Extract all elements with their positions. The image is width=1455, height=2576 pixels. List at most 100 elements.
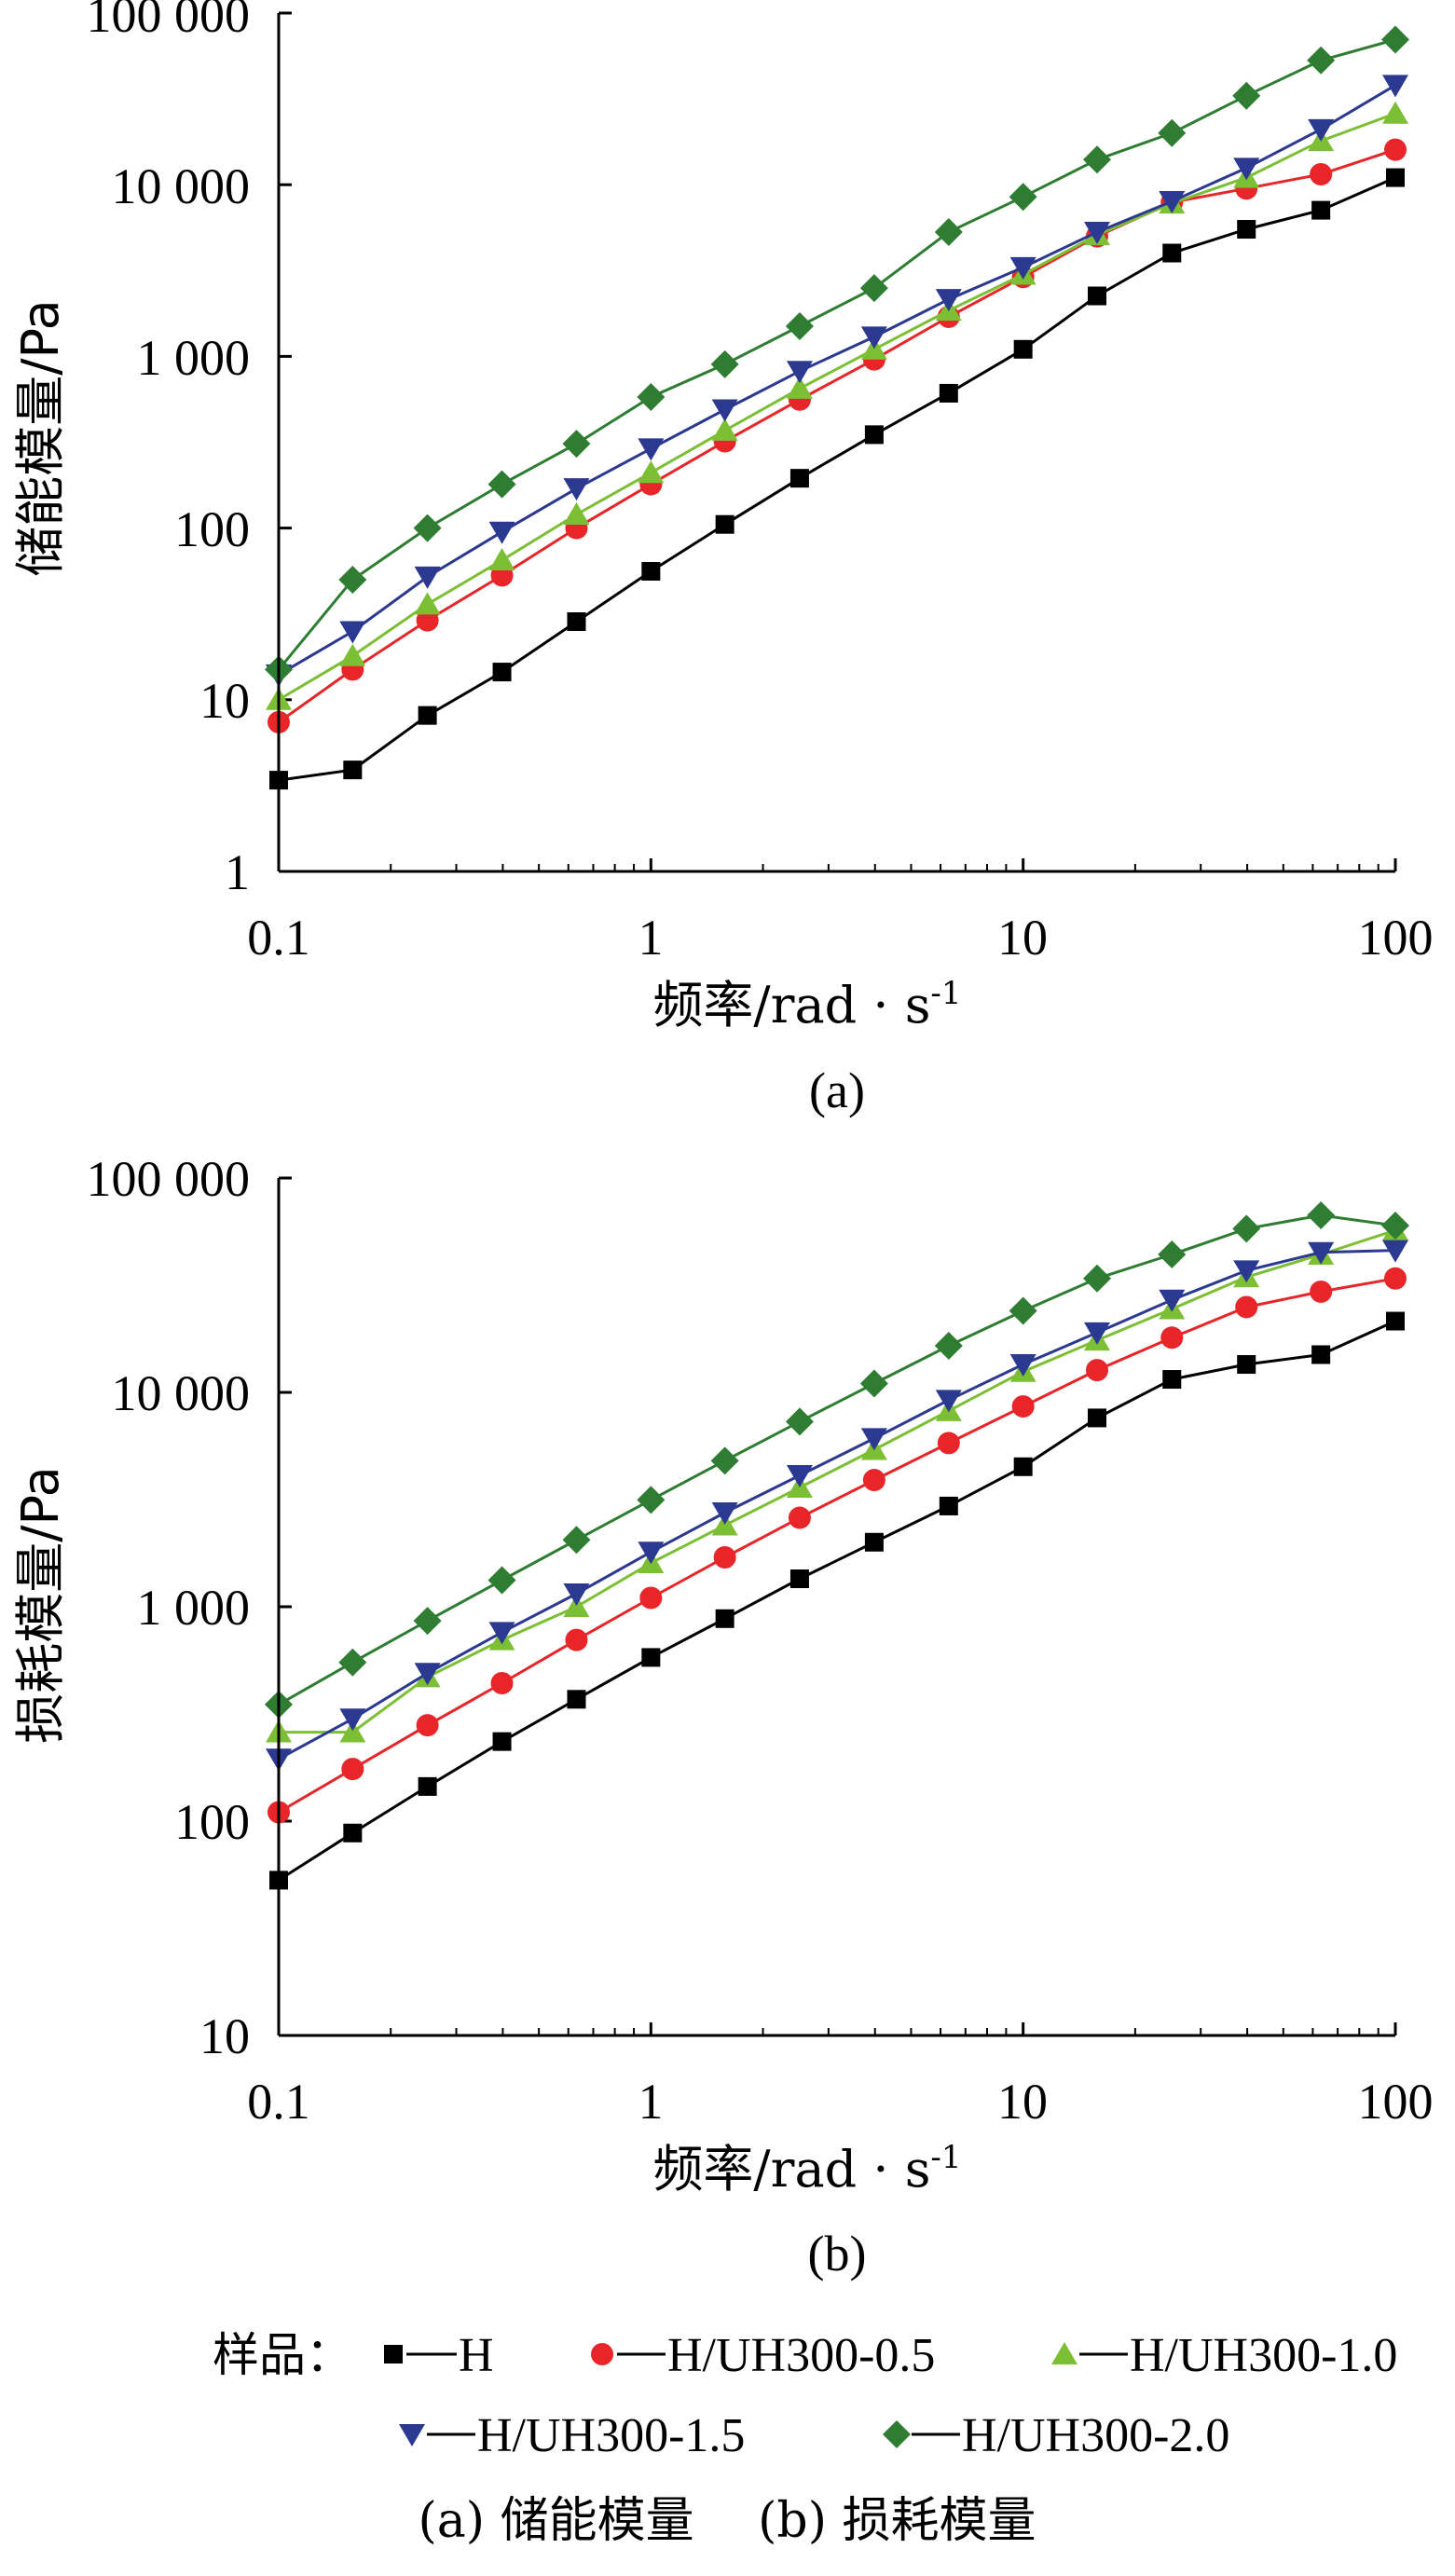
legend-marker-shape: [591, 2343, 613, 2365]
data-point-h-uh300-2-0: [1307, 46, 1336, 75]
data-point-h: [492, 1732, 512, 1751]
panel-b-y-tick-label: 100 000: [87, 1151, 251, 1207]
series-h-uh300-0-5: [268, 138, 1407, 733]
data-point-h-uh300-0-5: [639, 1586, 663, 1610]
series-line-h-uh300-1-0: [278, 112, 1396, 702]
legend-item-h-uh300-1-0: H/UH300-1.0: [1051, 2329, 1397, 2382]
data-point-h: [939, 383, 958, 403]
data-point-h-uh300-0-5: [713, 1545, 736, 1569]
panel-a-label: (a): [809, 1062, 865, 1118]
data-point-h-uh300-2-0: [785, 311, 814, 340]
data-point-h-uh300-1-5: [1308, 118, 1335, 142]
data-point-h-uh300-2-0: [562, 430, 591, 459]
panel-b-y-tick-label: 10 000: [112, 1365, 251, 1421]
panel-b-tick-marks: [277, 1176, 1397, 2037]
data-point-h-uh300-2-0: [710, 1446, 739, 1475]
series-line-h-uh300-2-0: [277, 38, 1396, 671]
series-line-h-uh300-0-5: [278, 148, 1396, 724]
data-point-h: [789, 1569, 809, 1589]
data-point-h: [1386, 1311, 1405, 1331]
data-point-h-uh300-2-0: [562, 1526, 591, 1555]
legend-marker-triangle-up: [1051, 2342, 1078, 2364]
legend-item-h-uh300-0-5: H/UH300-0.5: [591, 2329, 935, 2382]
data-point-h-uh300-1-5: [488, 1622, 515, 1645]
panel-a-y-tick-label: 10: [199, 673, 250, 729]
data-point-h-uh300-1-5: [1308, 1241, 1335, 1265]
series-line-h: [278, 176, 1396, 782]
data-point-h: [939, 1496, 958, 1515]
data-point-h: [418, 1776, 437, 1796]
series-h-uh300-1-5: [266, 1240, 1408, 1772]
data-point-h: [1237, 1355, 1256, 1375]
series-line-h-uh300-2-0: [278, 1213, 1396, 1706]
series-h-uh300-1-5: [266, 75, 1408, 687]
data-point-h-uh300-1-5: [1083, 1322, 1110, 1345]
legend-item-h: H: [384, 2329, 494, 2382]
panel-b-y-tick-label: 1 000: [137, 1580, 251, 1636]
legend-label: H/UH300-1.5: [477, 2409, 745, 2462]
data-point-h: [641, 1648, 661, 1667]
legend-marker-shape: [1051, 2342, 1078, 2364]
panel-a-x-tick-label: 10: [997, 910, 1048, 966]
data-point-h-uh300-1-5: [786, 361, 813, 384]
legend-item-h-uh300-1-5: H/UH300-1.5: [399, 2409, 745, 2462]
data-point-h-uh300-0-5: [1384, 1267, 1407, 1290]
data-point-h: [1311, 200, 1331, 220]
data-point-h-uh300-0-5: [1384, 138, 1407, 161]
data-point-h-uh300-1-5: [1233, 158, 1260, 181]
data-point-h-uh300-1-5: [1159, 191, 1186, 214]
data-point-h: [715, 514, 734, 534]
data-point-h-uh300-2-0: [1307, 1201, 1336, 1230]
panel-b-x-tick-label: 0.1: [247, 2074, 310, 2130]
series-h-uh300-2-0: [265, 25, 1409, 684]
data-point-h-uh300-0-5: [416, 1714, 439, 1737]
data-point-h-uh300-2-0: [1009, 1296, 1037, 1325]
data-point-h-uh300-2-0: [785, 1407, 814, 1436]
data-point-h-uh300-0-5: [862, 1469, 885, 1492]
data-point-h-uh300-1-5: [339, 621, 366, 644]
series-line-h-uh300-0-5: [278, 1277, 1396, 1814]
legend-title: 样品：: [213, 2328, 352, 2382]
data-point-h-uh300-0-5: [937, 1432, 960, 1455]
legend-label: H/UH300-0.5: [667, 2329, 935, 2382]
data-point-h-uh300-2-0: [413, 1607, 442, 1636]
legend-marker-triangle-down: [399, 2424, 425, 2446]
data-point-h-uh300-0-5: [490, 1672, 514, 1695]
data-point-h-uh300-2-0: [487, 470, 516, 499]
series-line-h-uh300-1-5: [278, 1249, 1396, 1761]
data-point-h-uh300-1-5: [563, 1583, 590, 1607]
data-point-h-uh300-1-5: [638, 438, 665, 461]
data-point-h: [789, 469, 809, 488]
legend-label: H/UH300-1.0: [1130, 2329, 1397, 2382]
data-point-h: [1087, 1408, 1106, 1428]
panel-a-y-tick-label: 1 000: [137, 330, 251, 386]
data-point-h-uh300-1-0: [638, 460, 665, 484]
legend-marker-circle: [591, 2343, 613, 2365]
series-h: [269, 168, 1405, 790]
series-line-h: [278, 1320, 1396, 1882]
legend-marker-shape: [384, 2345, 403, 2364]
data-point-h-uh300-1-5: [563, 478, 590, 501]
data-point-h: [1162, 243, 1182, 263]
panel-b-x-axis-label: 频率/rad · s-1: [652, 2139, 961, 2199]
data-point-h-uh300-1-5: [935, 1390, 962, 1413]
data-point-h-uh300-1-5: [860, 1428, 887, 1451]
panel-b-y-tick-label: 10: [199, 2008, 250, 2064]
data-point-h-uh300-1-5: [1382, 75, 1408, 98]
data-point-h-uh300-2-0: [1082, 145, 1111, 174]
data-point-h-uh300-0-5: [416, 609, 439, 632]
data-point-h-uh300-1-5: [860, 326, 887, 349]
data-point-h-uh300-1-5: [1233, 1260, 1260, 1283]
data-point-h-uh300-0-5: [1310, 163, 1333, 186]
data-point-h-uh300-0-5: [1011, 1395, 1035, 1418]
legend: 样品： H H/UH300-0.5 H/UH300-1.0 H/UH300-1.…: [213, 2328, 1397, 2462]
data-point-h-uh300-2-0: [637, 382, 666, 411]
data-point-h-uh300-1-0: [786, 376, 813, 399]
data-point-h-uh300-2-0: [637, 1486, 666, 1514]
panel-a-series: [265, 25, 1409, 790]
data-point-h-uh300-1-0: [563, 502, 590, 526]
data-point-h-uh300-1-0: [488, 548, 515, 571]
data-point-h-uh300-1-5: [414, 1663, 441, 1686]
data-point-h-uh300-0-5: [788, 1506, 811, 1529]
panel-a-storage-modulus: 1 10 100 1 000 10 000 100 000 0.1 1 10 1…: [11, 0, 1434, 1118]
